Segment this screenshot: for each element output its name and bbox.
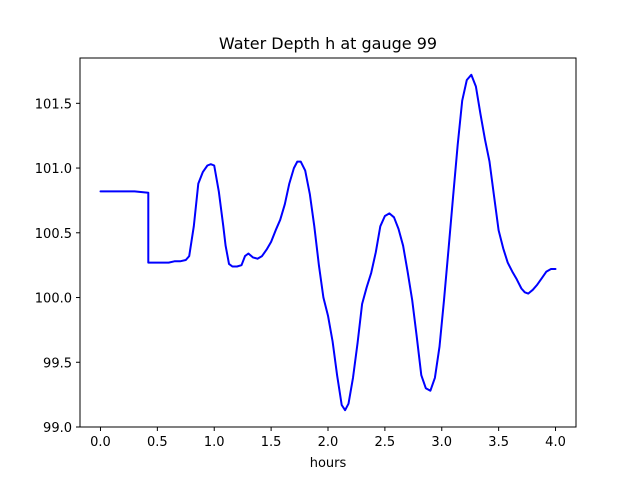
y-tick-label: 100.0 [35,292,72,307]
y-tick-label: 100.5 [35,227,72,242]
x-tick-label: 3.0 [431,435,452,450]
x-tick-label: 3.5 [488,435,509,450]
y-tick-label: 99.0 [43,421,72,436]
chart-title: Water Depth h at gauge 99 [219,34,437,53]
x-axis-title: hours [310,456,347,471]
y-tick-label: 101.5 [35,97,72,112]
y-tick-label: 99.5 [43,356,72,371]
x-tick-label: 2.0 [318,435,339,450]
series-line [99,73,557,412]
x-tick-label: 1.0 [204,435,225,450]
y-tick-label: 101.0 [35,162,72,177]
y-axis: 99.0 99.5 100.0 100.5 101.0 101.5 [35,97,80,436]
x-tick-label: 4.0 [545,435,566,450]
x-tick-label: 2.5 [375,435,396,450]
x-tick-label: 1.5 [261,435,282,450]
series-layer [99,73,557,412]
x-tick-label: 0.0 [90,435,111,450]
x-axis: 0.0 0.5 1.0 1.5 2.0 2.5 3.0 3.5 4.0 [90,427,566,450]
x-tick-label: 0.5 [147,435,168,450]
